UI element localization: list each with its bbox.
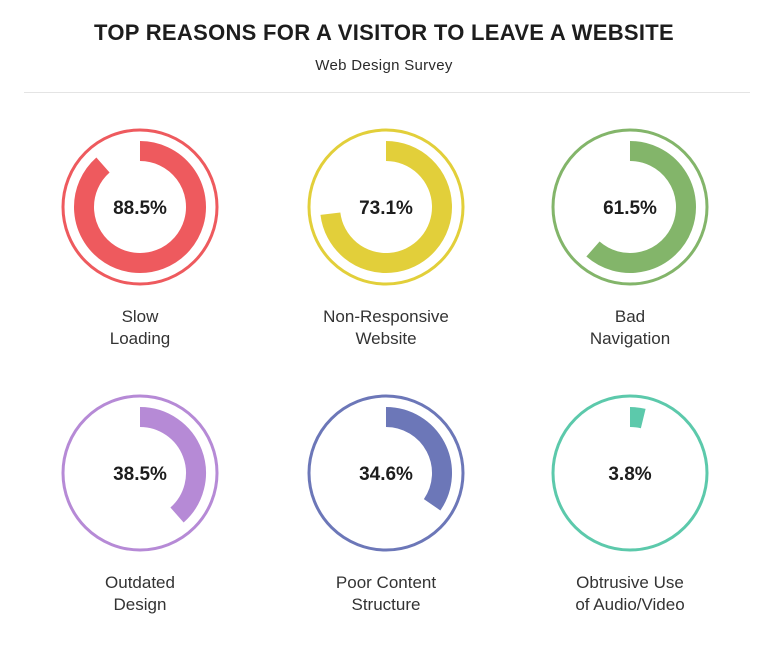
- donut-category-label-line: Obtrusive Use: [576, 573, 684, 592]
- donut-item: 61.5% Bad Navigation: [551, 128, 709, 348]
- donut-value-arc: [586, 141, 696, 273]
- donut-value-arc: [74, 141, 206, 273]
- donut-outer-ring: [61, 128, 219, 286]
- chart-header: TOP REASONS FOR A VISITOR TO LEAVE A WEB…: [0, 0, 768, 92]
- donut-value-arc: [139, 407, 206, 523]
- donut-category-label-line: Slow: [122, 307, 160, 326]
- donut-value-arc: [385, 407, 452, 511]
- donut-category-label: Non-Responsive Website: [323, 307, 449, 348]
- donut-item: 38.5% Outdated Design: [61, 394, 219, 614]
- donut-item: 34.6% Poor Content Structure: [307, 394, 465, 614]
- donut-item: 73.1% Non-Responsive Website: [307, 128, 465, 348]
- header-divider: [24, 92, 750, 93]
- donut-category-label-line: Non-Responsive: [323, 307, 449, 326]
- donut-value-label: 34.6%: [359, 464, 413, 485]
- chart-subtitle: Web Design Survey: [315, 57, 453, 74]
- donut-category-label-line: Bad: [615, 307, 645, 326]
- donut-outer-ring: [551, 128, 709, 286]
- donut-value-arc: [629, 407, 646, 429]
- donut-value-label: 3.8%: [608, 464, 651, 485]
- donut-item: 88.5% Slow Loading: [61, 128, 219, 348]
- donut-category-label: Outdated Design: [105, 573, 175, 614]
- donut-value-arc: [320, 141, 452, 273]
- donut-category-label: Obtrusive Use of Audio/Video: [575, 573, 684, 614]
- donut-category-label: Bad Navigation: [590, 307, 670, 348]
- donut-category-label: Poor Content Structure: [336, 573, 436, 614]
- donut-outer-ring: [307, 128, 465, 286]
- donut-category-label-line: Design: [114, 595, 167, 614]
- donut-value-label: 88.5%: [113, 198, 167, 219]
- donut-value-label: 38.5%: [113, 464, 167, 485]
- donut-category-label-line: of Audio/Video: [575, 595, 684, 614]
- donut-category-label-line: Structure: [352, 595, 421, 614]
- donut-category-label-line: Navigation: [590, 329, 670, 348]
- donut-outer-ring: [307, 394, 465, 552]
- donut-value-label: 73.1%: [359, 198, 413, 219]
- donut-item: 3.8% Obtrusive Use of Audio/Video: [551, 394, 709, 614]
- donut-outer-ring: [551, 394, 709, 552]
- donut-category-label-line: Loading: [110, 329, 171, 348]
- donut-value-label: 61.5%: [603, 198, 657, 219]
- chart-title: TOP REASONS FOR A VISITOR TO LEAVE A WEB…: [94, 20, 674, 45]
- donut-category-label-line: Outdated: [105, 573, 175, 592]
- donut-category-label-line: Poor Content: [336, 573, 436, 592]
- donut-category-label: Slow Loading: [110, 307, 171, 348]
- donut-outer-ring: [61, 394, 219, 552]
- donut-category-label-line: Website: [355, 329, 416, 348]
